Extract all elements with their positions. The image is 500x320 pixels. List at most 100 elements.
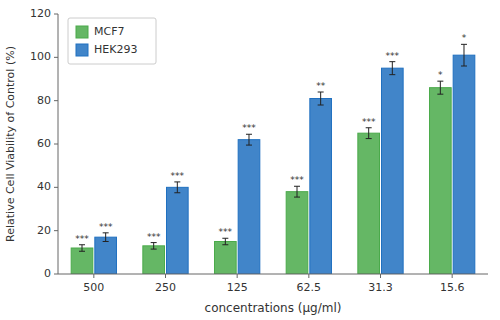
y-tick-label: 20 bbox=[37, 224, 51, 237]
y-axis-line bbox=[58, 14, 59, 274]
error-bar-cap bbox=[151, 249, 157, 250]
error-bar-cap bbox=[294, 197, 300, 198]
x-tick bbox=[237, 274, 238, 278]
error-bar bbox=[437, 81, 443, 94]
error-bar bbox=[222, 238, 228, 245]
error-bar-cap bbox=[103, 241, 109, 242]
significance-label: *** bbox=[99, 222, 113, 232]
bar bbox=[430, 88, 452, 274]
error-bar-cap bbox=[246, 134, 252, 135]
error-bar bbox=[79, 245, 85, 252]
error-bar-cap bbox=[366, 138, 372, 139]
bar bbox=[286, 192, 308, 274]
bar bbox=[143, 246, 165, 274]
error-bar-cap bbox=[366, 127, 372, 128]
error-bar bbox=[366, 128, 372, 139]
y-axis-title: Relative Cell Viability of Control (%) bbox=[4, 46, 17, 242]
significance-label: ** bbox=[316, 81, 326, 91]
legend-swatch bbox=[76, 26, 88, 38]
error-bar-cap bbox=[222, 238, 228, 239]
legend-label: MCF7 bbox=[94, 25, 125, 38]
x-axis: 50025012562.531.315.6 bbox=[58, 274, 488, 294]
significance-label: * bbox=[462, 33, 467, 43]
legend-swatch bbox=[76, 44, 88, 56]
error-bar-cap bbox=[461, 66, 467, 67]
error-bar-cap bbox=[437, 81, 443, 82]
x-tick bbox=[93, 274, 94, 278]
error-bar-cap bbox=[437, 94, 443, 95]
error-bar-cap bbox=[79, 251, 85, 252]
error-bar-stem bbox=[177, 182, 178, 193]
error-bar bbox=[389, 62, 395, 75]
error-bar bbox=[103, 233, 109, 242]
x-tick-label: 125 bbox=[227, 281, 248, 294]
error-bar-stem bbox=[440, 81, 441, 94]
significance-label: *** bbox=[386, 51, 400, 61]
y-tick bbox=[54, 230, 58, 231]
error-bar-cap bbox=[174, 192, 180, 193]
significance-label: *** bbox=[75, 234, 89, 244]
error-bar bbox=[461, 44, 467, 66]
y-tick bbox=[54, 100, 58, 101]
y-tick-label: 60 bbox=[37, 137, 51, 150]
error-bar-stem bbox=[82, 245, 83, 252]
bar bbox=[238, 140, 260, 274]
y-tick-label: 80 bbox=[37, 94, 51, 107]
chart-container: 020406080100120*************************… bbox=[0, 0, 500, 320]
error-bar bbox=[294, 186, 300, 197]
bar bbox=[358, 133, 380, 274]
x-tick-label: 250 bbox=[155, 281, 176, 294]
error-bar bbox=[151, 243, 157, 250]
y-tick bbox=[54, 57, 58, 58]
y-tick-label: 100 bbox=[30, 50, 51, 63]
x-tick bbox=[308, 274, 309, 278]
y-tick-label: 120 bbox=[30, 7, 51, 20]
bar bbox=[453, 55, 475, 274]
y-tick bbox=[54, 14, 58, 15]
significance-label: *** bbox=[171, 171, 185, 181]
error-bar-cap bbox=[79, 244, 85, 245]
error-bar-cap bbox=[222, 244, 228, 245]
significance-label: *** bbox=[147, 232, 161, 242]
y-tick bbox=[54, 274, 58, 275]
y-axis: 0 20 40 60 80 100 120 bbox=[30, 7, 58, 280]
bar bbox=[167, 187, 189, 274]
series bbox=[95, 44, 475, 274]
x-tick-label: 15.6 bbox=[440, 281, 465, 294]
x-axis-title: concentrations (μg/ml) bbox=[205, 301, 342, 315]
x-axis-line bbox=[58, 274, 488, 275]
error-bar-stem bbox=[225, 238, 226, 245]
chart-svg: 020406080100120*************************… bbox=[0, 0, 500, 320]
x-tick-label: 500 bbox=[83, 281, 104, 294]
bar bbox=[215, 242, 237, 275]
error-bar bbox=[174, 182, 180, 193]
y-tick-label: 0 bbox=[44, 267, 51, 280]
error-bar bbox=[318, 92, 324, 105]
error-bar-cap bbox=[318, 92, 324, 93]
significance-labels: ******************************* bbox=[75, 33, 466, 243]
error-bar-stem bbox=[368, 128, 369, 139]
legend-box bbox=[68, 18, 156, 64]
error-bar-cap bbox=[389, 61, 395, 62]
error-bar-stem bbox=[463, 44, 464, 66]
x-tick bbox=[380, 274, 381, 278]
x-tick bbox=[165, 274, 166, 278]
legend-label: HEK293 bbox=[94, 43, 137, 56]
error-bar-stem bbox=[320, 92, 321, 105]
error-bar-stem bbox=[297, 186, 298, 197]
error-bar-cap bbox=[318, 105, 324, 106]
error-bar-cap bbox=[461, 44, 467, 45]
error-bar-cap bbox=[294, 186, 300, 187]
error-bar bbox=[246, 134, 252, 145]
error-bar-cap bbox=[151, 242, 157, 243]
error-bar-cap bbox=[174, 181, 180, 182]
y-tick-label: 40 bbox=[37, 180, 51, 193]
y-tick bbox=[54, 144, 58, 145]
significance-label: * bbox=[438, 70, 443, 80]
error-bar-cap bbox=[246, 145, 252, 146]
bar bbox=[310, 99, 332, 275]
error-bar-stem bbox=[105, 233, 106, 242]
significance-label: *** bbox=[290, 175, 304, 185]
error-bar-cap bbox=[103, 232, 109, 233]
x-tick-label: 62.5 bbox=[297, 281, 322, 294]
